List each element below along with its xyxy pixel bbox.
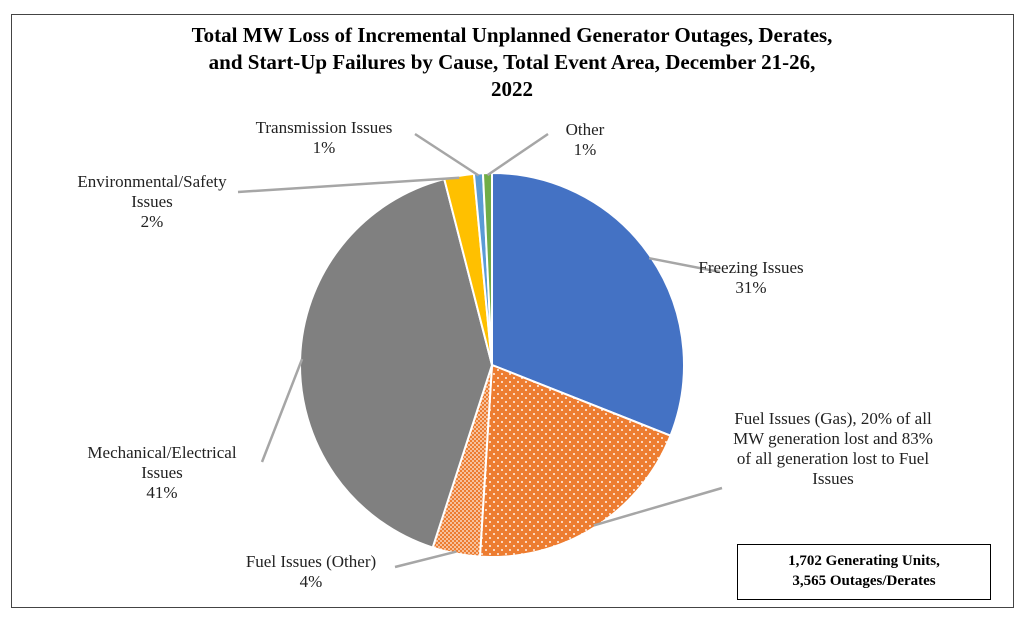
label-other-name: Other — [565, 120, 605, 139]
slice-mechanical-electrical — [299, 177, 494, 549]
leader-line-fuel-issues-other — [394, 550, 457, 569]
label-transmission-pct: 1% — [312, 138, 336, 157]
leader-line-transmission-issues — [414, 132, 480, 177]
label-fuel-gas-line-4: Issues — [812, 469, 854, 488]
label-mechanical-pct: 41% — [146, 483, 178, 502]
leader-lines — [237, 132, 723, 569]
summary-note-line-1: 1,702 Generating Units, — [788, 553, 940, 569]
slice-freezing-issues — [491, 171, 685, 437]
label-fuel-gas-line-2: MW generation lost and 83% — [733, 429, 933, 448]
leader-line-mechanical-electrical — [260, 358, 304, 463]
label-mechanical-electrical: Mechanical/Electrical Issues 41% — [62, 443, 262, 503]
summary-note-line-2: 3,565 Outages/Derates — [792, 573, 936, 589]
chart-title-line-2: and Start-Up Failures by Cause, Total Ev… — [208, 50, 816, 74]
chart-title: Total MW Loss of Incremental Unplanned G… — [0, 22, 1024, 103]
label-transmission-issues: Transmission Issues 1% — [232, 118, 416, 158]
leader-line-freezing-issues — [648, 256, 721, 274]
label-fuel-other-name: Fuel Issues (Other) — [245, 552, 377, 571]
leader-line-other — [486, 132, 549, 177]
label-fuel-gas-line-1: Fuel Issues (Gas), 20% of all — [734, 409, 932, 428]
chart-title-line-1: Total MW Loss of Incremental Unplanned G… — [191, 23, 833, 47]
label-fuel-other-pct: 4% — [299, 572, 323, 591]
pie-slices — [299, 171, 685, 558]
summary-note-box: 1,702 Generating Units, 3,565 Outages/De… — [737, 544, 991, 600]
label-fuel-issues-other: Fuel Issues (Other) 4% — [226, 552, 396, 592]
label-freezing-issues-pct: 31% — [735, 278, 767, 297]
label-other-pct: 1% — [573, 140, 597, 159]
label-mechanical-line-1: Mechanical/Electrical — [87, 443, 237, 462]
label-mechanical-line-2: Issues — [141, 463, 183, 482]
label-freezing-issues-name: Freezing Issues — [698, 258, 804, 277]
leader-line-fuel-issues-gas — [593, 486, 723, 527]
label-environmental-safety: Environmental/Safety Issues 2% — [52, 172, 252, 232]
label-environmental-line-2: Issues — [131, 192, 173, 211]
label-fuel-gas-line-3: of all generation lost to Fuel — [736, 449, 930, 468]
label-transmission-name: Transmission Issues — [255, 118, 393, 137]
label-other: Other 1% — [548, 120, 622, 160]
label-freezing-issues: Freezing Issues 31% — [671, 258, 831, 298]
label-fuel-issues-gas: Fuel Issues (Gas), 20% of all MW generat… — [716, 409, 950, 489]
slice-fuel-issues-gas — [478, 363, 672, 558]
chart-title-line-3: 2022 — [491, 77, 533, 101]
label-environmental-pct: 2% — [140, 212, 164, 231]
label-environmental-line-1: Environmental/Safety — [77, 172, 227, 191]
leader-line-environmental-safety — [237, 176, 460, 194]
